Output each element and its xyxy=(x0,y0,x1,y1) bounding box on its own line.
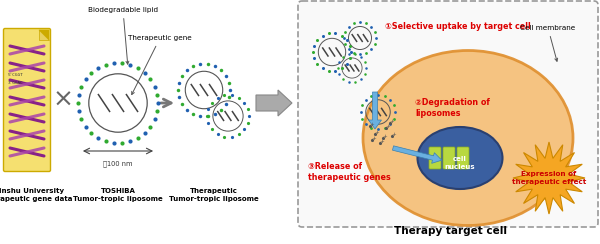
Text: TOSHIBA
Tumor-tropic liposome: TOSHIBA Tumor-tropic liposome xyxy=(73,188,163,202)
Text: Therapeutic gene: Therapeutic gene xyxy=(128,35,192,94)
Text: ③Release of
therapeutic genes: ③Release of therapeutic genes xyxy=(308,162,391,182)
Text: +: + xyxy=(371,136,376,141)
Text: Cell membrane: Cell membrane xyxy=(520,25,575,61)
Polygon shape xyxy=(513,142,585,214)
Text: Therapeutic
Tumor-tropic liposome: Therapeutic Tumor-tropic liposome xyxy=(169,188,259,202)
FancyArrow shape xyxy=(256,90,292,116)
Text: +: + xyxy=(379,139,384,144)
Polygon shape xyxy=(39,30,49,40)
Ellipse shape xyxy=(418,127,503,189)
Text: 約100 nm: 約100 nm xyxy=(103,160,133,167)
Text: +: + xyxy=(382,134,387,139)
Text: 3'GGAC: 3'GGAC xyxy=(8,81,24,85)
Ellipse shape xyxy=(363,51,573,225)
Text: 5'CGGT: 5'CGGT xyxy=(8,73,24,77)
FancyBboxPatch shape xyxy=(4,29,50,172)
FancyBboxPatch shape xyxy=(429,147,441,169)
Text: cell
nucleus: cell nucleus xyxy=(445,156,475,170)
FancyBboxPatch shape xyxy=(443,147,455,169)
Text: +: + xyxy=(389,119,394,124)
FancyBboxPatch shape xyxy=(457,147,469,169)
FancyArrow shape xyxy=(392,146,442,163)
Text: +: + xyxy=(374,130,379,135)
Text: ②Degradation of
liposomes: ②Degradation of liposomes xyxy=(415,98,490,118)
FancyBboxPatch shape xyxy=(298,1,598,227)
Text: +: + xyxy=(391,132,396,137)
Text: Expression of
therapeutic effect: Expression of therapeutic effect xyxy=(512,171,586,185)
Text: Therapy target cell: Therapy target cell xyxy=(394,226,506,236)
Text: Shinshu University
Therapeutic gene data: Shinshu University Therapeutic gene data xyxy=(0,188,72,202)
Text: ①Selective uptake by target cell: ①Selective uptake by target cell xyxy=(385,22,531,31)
Text: ×: × xyxy=(53,88,74,112)
Text: +: + xyxy=(385,124,390,129)
Text: +: + xyxy=(369,122,374,127)
FancyArrow shape xyxy=(368,92,382,129)
Text: Biodegradable lipid: Biodegradable lipid xyxy=(88,7,158,64)
Polygon shape xyxy=(39,30,49,40)
